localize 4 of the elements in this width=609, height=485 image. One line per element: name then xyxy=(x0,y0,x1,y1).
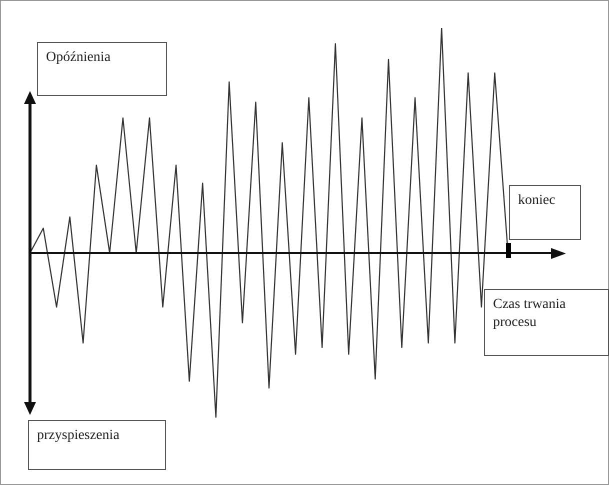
text-box: koniec xyxy=(509,185,581,240)
text-box: przyspieszenia xyxy=(28,420,166,470)
text-box: Opóźnienia xyxy=(37,42,167,96)
text-box: Czas trwania procesu xyxy=(484,289,609,356)
